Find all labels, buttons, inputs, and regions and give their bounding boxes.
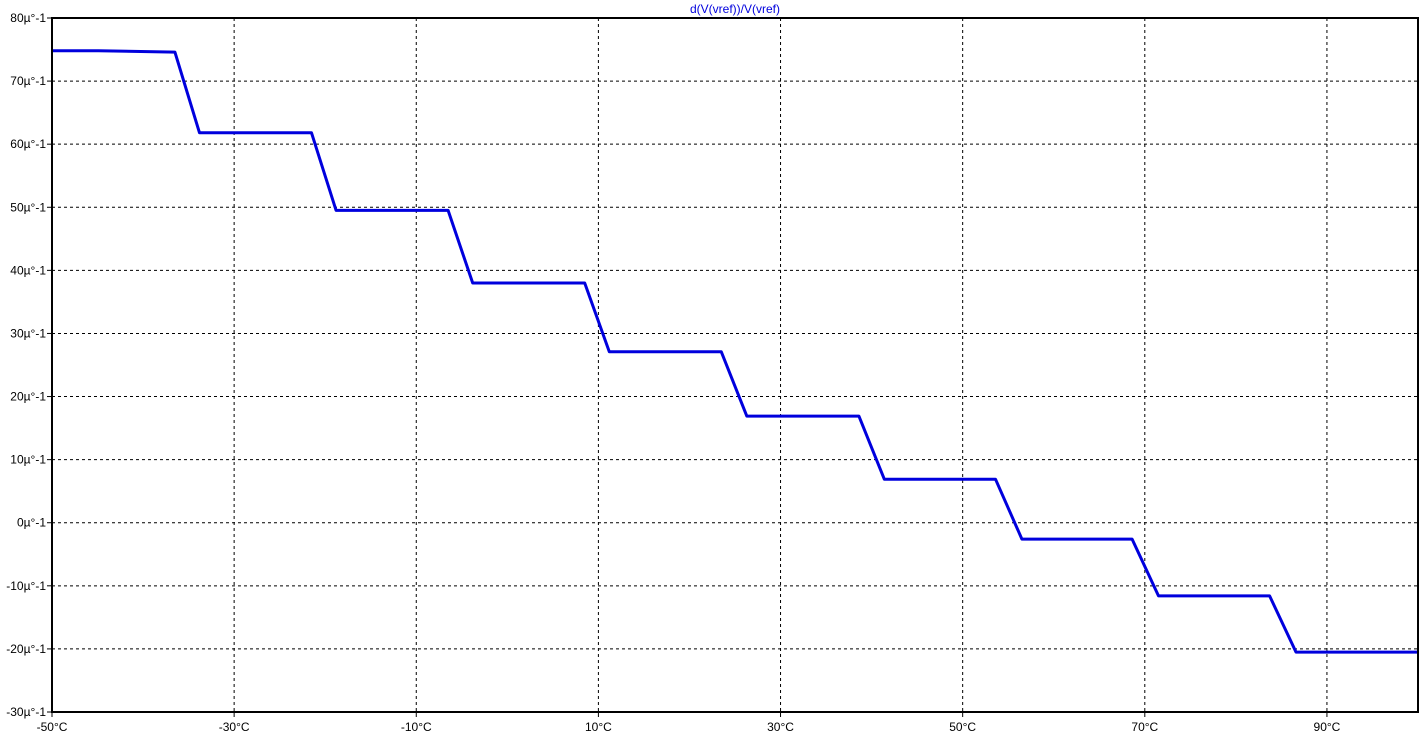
y-tick-label: 80µ°-1 [10,11,46,25]
chart-title: d(V(vref))/V(vref) [690,2,780,16]
y-tick-label: -30µ°-1 [6,705,46,719]
x-tick-label: -30°C [219,720,250,734]
series-line [52,49,1418,654]
x-tick-label: -50°C [37,720,68,734]
x-tick-label: 90°C [1314,720,1341,734]
x-tick-label: 50°C [949,720,976,734]
y-tick-label: 40µ°-1 [10,263,46,277]
tick-labels: -30µ°-1 -20µ°-1 -10µ°-1 0µ°-1 10µ°-1 20µ°-1 30… [6,11,1340,734]
grid-lines [52,18,1418,712]
x-tick-label: 30°C [767,720,794,734]
y-tick-label: -10µ°-1 [6,579,46,593]
x-tick-label: 70°C [1131,720,1158,734]
y-tick-label: 30µ°-1 [10,326,46,340]
series-group [52,49,1418,654]
x-tick-label: -10°C [401,720,432,734]
axis-ticks [47,17,1328,717]
y-tick-label: 20µ°-1 [10,390,46,404]
y-tick-label: 70µ°-1 [10,74,46,88]
y-tick-label: 0µ°-1 [17,516,46,530]
x-tick-label: 10°C [585,720,612,734]
y-tick-label: 10µ°-1 [10,453,46,467]
y-tick-label: -20µ°-1 [6,642,46,656]
y-tick-label: 60µ°-1 [10,137,46,151]
plot-frame [51,17,1419,713]
y-tick-label: 50µ°-1 [10,200,46,214]
